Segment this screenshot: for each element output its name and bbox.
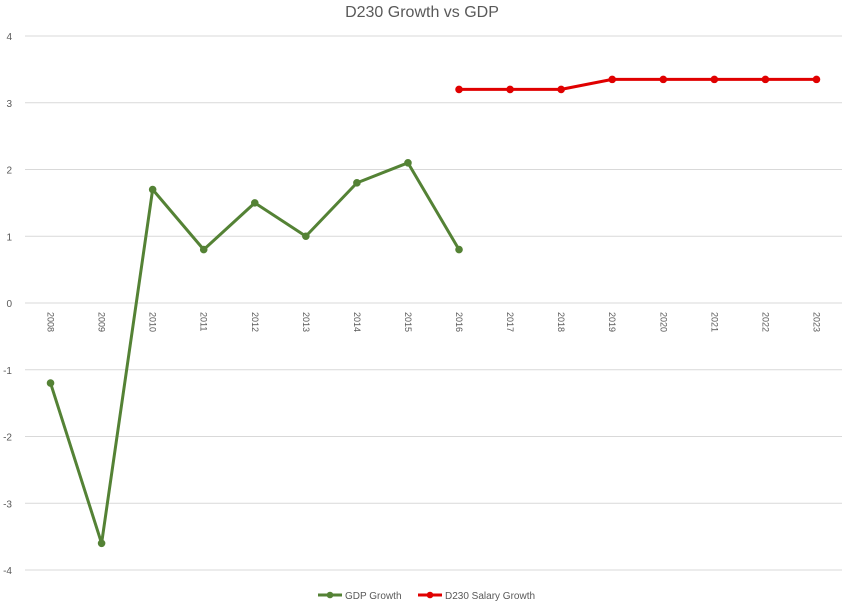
y-tick-label: -4 — [3, 566, 12, 577]
legend-item: GDP Growth — [318, 591, 402, 602]
x-tick-label: 2018 — [556, 312, 566, 332]
gridlines — [25, 35, 842, 571]
data-point — [710, 75, 719, 84]
data-point — [302, 232, 310, 241]
legend-item: D230 Salary Growth — [418, 591, 535, 602]
data-point — [250, 199, 259, 207]
x-tick-label: 2008 — [46, 312, 56, 332]
series-d230-salary-growth — [455, 75, 821, 94]
x-tick-label: 2022 — [760, 312, 770, 332]
data-point — [659, 75, 668, 84]
y-tick-label: -1 — [3, 366, 12, 377]
data-point — [761, 75, 770, 84]
data-point — [812, 75, 821, 84]
data-point — [455, 245, 463, 254]
data-point — [148, 185, 157, 194]
x-tick-label: 2013 — [301, 312, 311, 332]
y-tick-label: 3 — [6, 99, 12, 110]
x-tick-label: 2020 — [658, 312, 668, 332]
data-point — [506, 85, 514, 94]
legend: GDP Growth D230 Salary Growth — [318, 591, 535, 602]
legend-swatch-marker — [426, 591, 434, 599]
data-point — [97, 539, 106, 548]
data-point — [199, 245, 208, 254]
axis-labels: 4 3 2 1 0 -1 -2 -3 -4 2008 2009 2010 2011 2012 2013 201… — [3, 32, 821, 577]
legend-swatch-marker — [326, 591, 334, 599]
data-point — [353, 179, 361, 187]
series-line — [457, 77, 818, 91]
series-gdp-growth — [46, 159, 463, 548]
x-tick-label: 2014 — [352, 312, 362, 332]
x-tick-label: 2012 — [250, 312, 260, 332]
y-tick-label: 2 — [6, 166, 12, 177]
y-tick-label: -3 — [3, 499, 12, 510]
series — [46, 75, 821, 548]
data-point — [46, 379, 55, 387]
y-tick-label: 4 — [6, 32, 12, 43]
x-tick-label: 2016 — [454, 312, 464, 332]
x-tick-label: 2010 — [148, 312, 158, 332]
data-point — [557, 85, 565, 94]
y-tick-label: 0 — [6, 299, 12, 310]
x-tick-label: 2019 — [607, 312, 617, 332]
x-tick-label: 2023 — [811, 312, 821, 332]
y-tick-label: 1 — [6, 232, 12, 243]
data-point — [404, 159, 412, 167]
x-tick-label: 2021 — [709, 312, 719, 332]
data-point — [608, 75, 617, 84]
chart-title: D230 Growth vs GDP — [345, 4, 499, 21]
data-point — [455, 85, 463, 94]
legend-label: GDP Growth — [345, 591, 402, 602]
x-tick-label: 2011 — [199, 312, 209, 331]
x-tick-label: 2017 — [505, 312, 515, 332]
x-tick-label: 2009 — [97, 312, 107, 332]
y-tick-label: -2 — [3, 433, 12, 444]
series-line — [49, 161, 461, 545]
legend-label: D230 Salary Growth — [445, 591, 535, 602]
x-tick-label: 2015 — [403, 312, 413, 332]
